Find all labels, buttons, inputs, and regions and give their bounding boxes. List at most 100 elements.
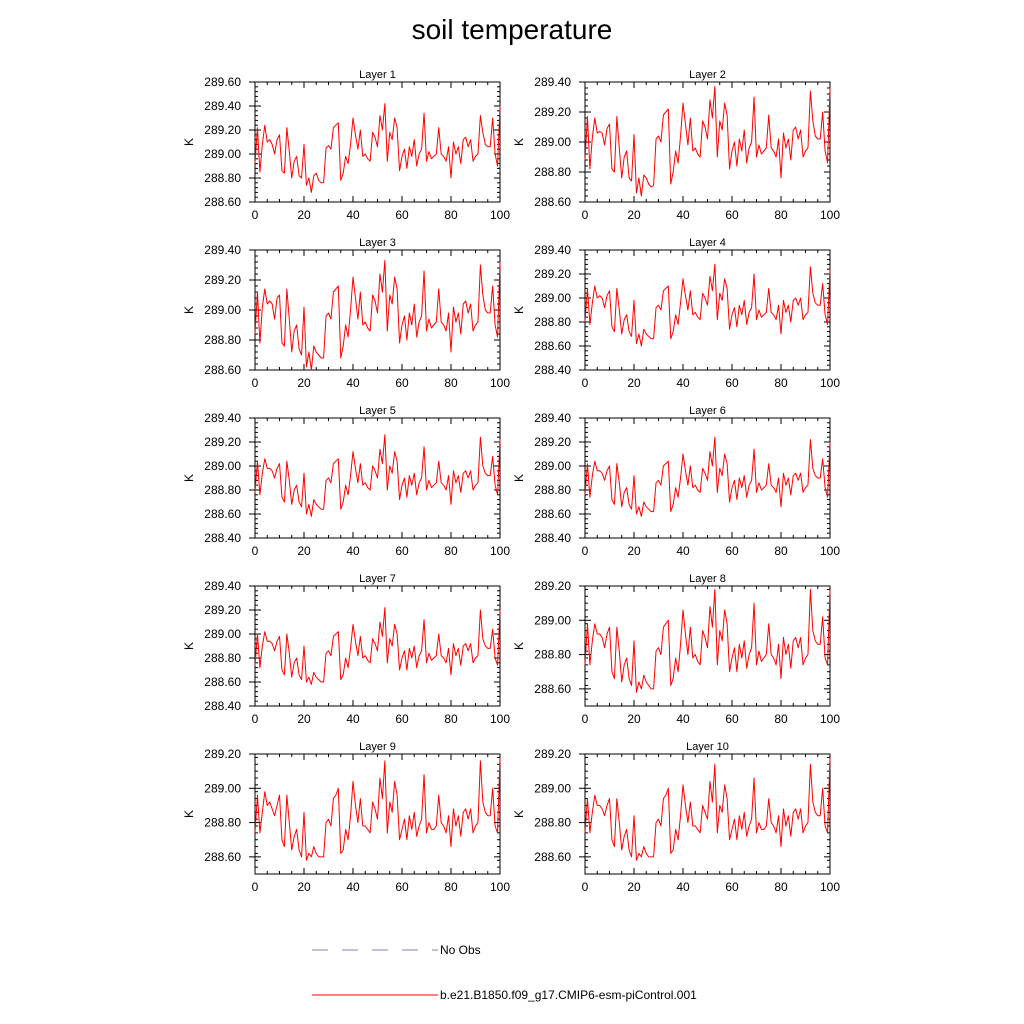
- y-axis-label: K: [182, 138, 196, 146]
- y-tick-label: 288.80: [534, 315, 571, 329]
- x-tick-label: 80: [444, 544, 458, 558]
- panel-layer-6: Layer 6 K 0 20 40 60 80 100 288.40 288.60 288.80 28…: [512, 405, 840, 558]
- x-tick-label: 20: [627, 880, 641, 894]
- x-tick-label: 80: [774, 376, 788, 390]
- y-tick-label: 289.20: [534, 435, 571, 449]
- y-tick-label: 289.00: [534, 781, 571, 795]
- y-tick-label: 288.80: [204, 651, 241, 665]
- legend-label-no-obs: No Obs: [440, 943, 481, 957]
- series-line-1: [254, 260, 501, 371]
- x-tick-label: 0: [582, 880, 589, 894]
- x-tick-label: 0: [582, 712, 589, 726]
- y-tick-label: 289.20: [204, 747, 241, 761]
- y-tick-label: 289.20: [534, 105, 571, 119]
- y-axis-label: K: [182, 474, 196, 482]
- y-tick-label: 288.80: [534, 483, 571, 497]
- y-tick-label: 289.20: [204, 273, 241, 287]
- plot-frame: [584, 81, 831, 203]
- series-line-1: [254, 103, 501, 193]
- x-tick-label: 20: [297, 712, 311, 726]
- y-tick-label: 288.60: [204, 363, 241, 377]
- x-tick-label: 100: [490, 208, 510, 222]
- x-tick-label: 60: [395, 376, 409, 390]
- y-tick-label: 289.00: [204, 147, 241, 161]
- y-tick-label: 288.60: [204, 675, 241, 689]
- x-tick-label: 20: [297, 880, 311, 894]
- x-tick-label: 0: [252, 880, 259, 894]
- x-tick-label: 60: [395, 880, 409, 894]
- y-tick-label: 289.40: [204, 579, 241, 593]
- panel-title: Layer 2: [689, 69, 726, 81]
- series-line-1: [254, 607, 501, 685]
- y-tick-label: 288.60: [204, 850, 241, 864]
- y-axis-label: K: [512, 138, 526, 146]
- x-tick-label: 40: [346, 544, 360, 558]
- panel-title: Layer 7: [359, 573, 396, 585]
- x-tick-label: 20: [297, 376, 311, 390]
- x-tick-label: 60: [395, 712, 409, 726]
- x-tick-label: 20: [627, 208, 641, 222]
- y-tick-label: 288.80: [204, 483, 241, 497]
- x-tick-label: 0: [252, 376, 259, 390]
- y-tick-label: 288.80: [204, 171, 241, 185]
- x-tick-label: 60: [725, 712, 739, 726]
- x-tick-label: 0: [252, 208, 259, 222]
- y-tick-label: 289.40: [204, 411, 241, 425]
- y-tick-label: 289.00: [534, 459, 571, 473]
- series-line-1: [254, 757, 501, 861]
- panel-layer-10: Layer 10 K 0 20 40 60 80 100 288.60 288.80 289.00 2…: [512, 741, 840, 894]
- x-tick-label: 0: [582, 376, 589, 390]
- x-tick-label: 40: [346, 376, 360, 390]
- x-tick-label: 40: [676, 376, 690, 390]
- y-axis-label: K: [182, 642, 196, 650]
- x-tick-label: 40: [346, 208, 360, 222]
- x-tick-label: 100: [490, 712, 510, 726]
- y-tick-label: 289.40: [534, 243, 571, 257]
- legend-swatch-no-obs: [312, 949, 438, 951]
- panel-title: Layer 8: [689, 573, 726, 585]
- x-tick-label: 60: [395, 544, 409, 558]
- x-tick-label: 100: [820, 376, 840, 390]
- x-tick-label: 80: [774, 544, 788, 558]
- y-tick-label: 289.00: [204, 627, 241, 641]
- y-axis-label: K: [512, 810, 526, 818]
- panel-layer-9: Layer 9 K 0 20 40 60 80 100 288.60 288.80 289.00 28…: [182, 741, 510, 894]
- y-axis-label: K: [512, 474, 526, 482]
- panel-layer-1: Layer 1 K 0 20 40 60 80 100 288.60 288.80 289.00 28…: [182, 69, 510, 222]
- series-line-1: [254, 434, 501, 517]
- y-tick-label: 289.20: [534, 267, 571, 281]
- y-tick-label: 288.60: [204, 195, 241, 209]
- y-tick-label: 289.40: [534, 75, 571, 89]
- y-tick-label: 288.80: [534, 165, 571, 179]
- x-tick-label: 100: [820, 712, 840, 726]
- x-tick-label: 20: [297, 544, 311, 558]
- x-tick-label: 100: [820, 208, 840, 222]
- x-tick-label: 60: [725, 376, 739, 390]
- panel-title: Layer 1: [359, 69, 396, 81]
- panel-layer-8: Layer 8 K 0 20 40 60 80 100 288.60 288.80 289.00 28…: [512, 573, 840, 726]
- panel-layer-7: Layer 7 K 0 20 40 60 80 100 288.40 288.60 288.80 28…: [182, 573, 510, 726]
- y-tick-label: 289.60: [204, 75, 241, 89]
- y-tick-label: 288.80: [534, 648, 571, 662]
- x-tick-label: 80: [444, 376, 458, 390]
- x-tick-label: 80: [774, 880, 788, 894]
- x-tick-label: 0: [582, 208, 589, 222]
- series-line-1: [584, 263, 831, 347]
- y-tick-label: 289.00: [534, 613, 571, 627]
- figure-title: soil temperature: [411, 14, 613, 45]
- y-tick-label: 288.60: [534, 507, 571, 521]
- y-tick-label: 289.00: [534, 135, 571, 149]
- y-tick-label: 288.40: [534, 363, 571, 377]
- y-tick-label: 288.40: [204, 531, 241, 545]
- x-tick-label: 100: [490, 880, 510, 894]
- x-tick-label: 100: [490, 544, 510, 558]
- legend-swatch-model: [312, 994, 438, 996]
- y-tick-label: 288.80: [534, 816, 571, 830]
- x-tick-label: 100: [820, 544, 840, 558]
- y-tick-label: 288.40: [534, 531, 571, 545]
- x-tick-label: 60: [725, 544, 739, 558]
- series-line-1: [584, 757, 831, 861]
- panel-layer-5: Layer 5 K 0 20 40 60 80 100 288.40 288.60 288.80 28…: [182, 405, 510, 558]
- x-tick-label: 80: [774, 208, 788, 222]
- y-tick-label: 288.60: [534, 682, 571, 696]
